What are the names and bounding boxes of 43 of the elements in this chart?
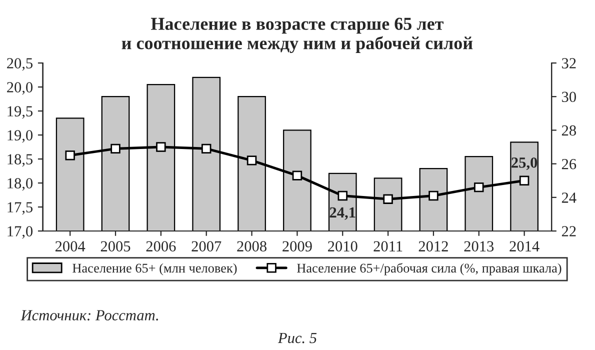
y-tick-label: 20,0 (7, 82, 33, 95)
y2-tick-label: 24 (562, 192, 576, 203)
y-tick-label: 19,5 (8, 106, 33, 119)
x-tick-label: 2005 (100, 241, 130, 252)
point (292, 170, 302, 180)
point (110, 144, 120, 154)
x-tick-label: 2004 (55, 241, 86, 252)
point (156, 142, 166, 152)
y-tick-label: 17,5 (8, 202, 33, 215)
text: Рис. 5 (278, 332, 317, 344)
data-label: 24,1 (330, 207, 356, 220)
point (519, 176, 530, 186)
y-tick-label: 18,0 (8, 178, 33, 191)
y2-tick-label: 22 (562, 226, 576, 236)
x-tick-label: 2010 (328, 241, 358, 252)
text: Источник: Росстат. (20, 310, 158, 320)
x-tick-label: 2012 (418, 241, 448, 252)
y-tick-label: 18,5 (8, 154, 33, 167)
point (338, 190, 348, 201)
data-label: 25,0 (512, 157, 538, 170)
x-tick-label: 2011 (374, 241, 402, 252)
y-tick-label: 17,0 (8, 226, 33, 239)
y-tick-label: 20,5 (7, 58, 33, 71)
x-tick-label: 2009 (282, 241, 312, 252)
point (428, 190, 438, 201)
y2-tick-label: 26 (562, 158, 576, 170)
x-tick-label: 2006 (146, 241, 176, 252)
y-tick-label: 19,0 (8, 130, 33, 143)
y2-tick-label: 28 (562, 125, 576, 136)
point (246, 156, 257, 166)
y2-tick-label: 30 (562, 92, 576, 102)
x-tick-label: 2014 (510, 241, 540, 252)
point (474, 182, 484, 192)
legend-label: Население 65+ (млн человек) (72, 263, 237, 276)
point (65, 150, 75, 160)
legend-label: Население 65+/рабочая сила (%, правая шкала) (297, 263, 562, 276)
point (201, 144, 212, 154)
point (383, 194, 393, 204)
x-tick-label: 2007 (192, 241, 222, 252)
chart-title: Население в возрасте старше 65 лет и соотношение между ним и рабочей силой (122, 18, 473, 54)
x-tick-label: 2013 (464, 241, 494, 252)
y2-tick-label: 32 (562, 58, 576, 68)
x-tick-label: 2008 (237, 241, 266, 252)
